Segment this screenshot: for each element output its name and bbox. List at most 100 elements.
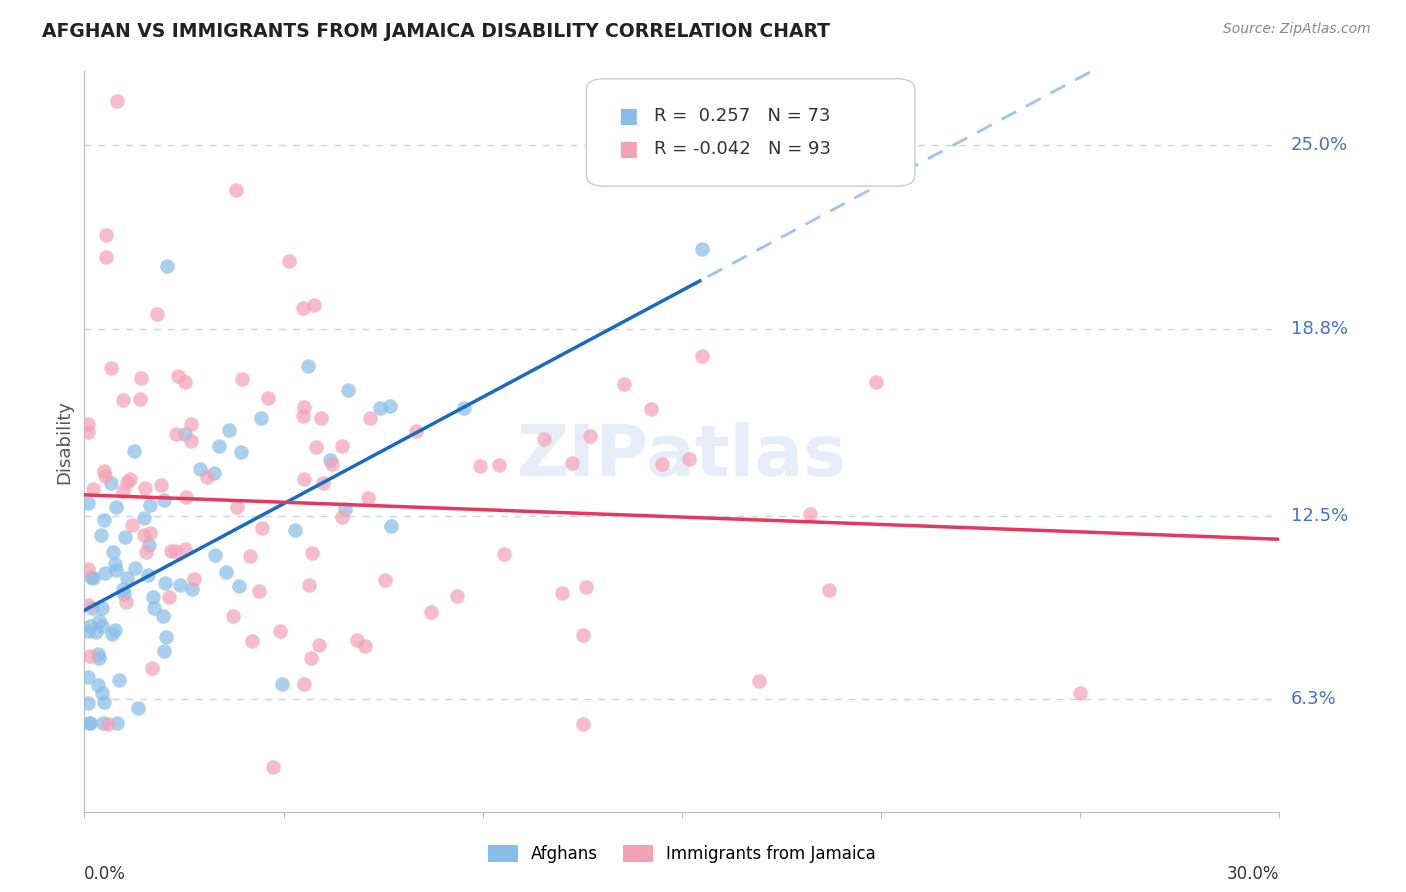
Point <box>308 639 330 653</box>
Point <box>105 564 128 578</box>
Point <box>149 478 172 492</box>
Point <box>93 695 115 709</box>
Point <box>188 462 211 476</box>
Point <box>122 444 145 458</box>
Point <box>89 650 111 665</box>
Point <box>105 715 128 730</box>
Point <box>104 623 127 637</box>
Point <box>105 94 128 108</box>
Point <box>77 697 100 711</box>
Point <box>94 228 117 243</box>
Point <box>169 578 191 592</box>
Point <box>77 496 100 510</box>
Point <box>309 411 332 425</box>
Text: 12.5%: 12.5% <box>1291 507 1348 524</box>
Point <box>77 624 100 638</box>
Point <box>302 298 325 312</box>
Point <box>157 591 180 605</box>
Point <box>380 399 402 413</box>
Point <box>277 254 299 268</box>
Point <box>269 624 291 638</box>
Point <box>575 580 598 594</box>
Point <box>173 541 195 556</box>
Point <box>571 627 593 641</box>
Point <box>195 470 218 484</box>
Point <box>208 439 231 453</box>
Point <box>299 651 322 665</box>
Point <box>180 417 202 432</box>
Point <box>446 589 468 603</box>
Point <box>100 476 122 491</box>
Point <box>84 624 107 639</box>
Point <box>533 432 555 446</box>
Point <box>134 481 156 495</box>
Text: 25.0%: 25.0% <box>1291 136 1348 154</box>
Point <box>222 608 245 623</box>
Text: 30.0%: 30.0% <box>1227 865 1279 883</box>
Point <box>132 527 155 541</box>
Point <box>91 619 114 633</box>
Point <box>173 376 195 390</box>
Point <box>77 562 100 576</box>
Point <box>202 466 225 480</box>
Point <box>301 546 323 560</box>
Point <box>142 590 165 604</box>
Point <box>135 544 157 558</box>
Point <box>561 456 583 470</box>
Point <box>124 560 146 574</box>
Point <box>330 440 353 454</box>
Point <box>692 349 714 363</box>
Point <box>134 511 156 525</box>
Point <box>291 409 314 423</box>
Point <box>121 518 143 533</box>
Point <box>94 566 117 580</box>
Point <box>136 567 159 582</box>
Point <box>405 424 427 438</box>
Point <box>337 384 360 398</box>
Point <box>82 482 104 496</box>
Point <box>262 760 284 774</box>
Point <box>111 484 134 499</box>
Point <box>115 475 138 489</box>
Point <box>153 493 176 508</box>
Point <box>231 372 253 386</box>
Point <box>613 377 636 392</box>
Point <box>181 582 204 596</box>
Point <box>292 677 315 691</box>
Point <box>572 716 595 731</box>
Text: 6.3%: 6.3% <box>1291 690 1336 708</box>
Point <box>354 639 377 653</box>
Point <box>1069 686 1091 700</box>
Text: ■: ■ <box>619 106 638 126</box>
Point <box>142 601 165 615</box>
Legend: Afghans, Immigrants from Jamaica: Afghans, Immigrants from Jamaica <box>481 838 883 870</box>
Point <box>156 260 179 274</box>
Point <box>89 614 111 628</box>
Point <box>298 578 321 592</box>
Point <box>346 633 368 648</box>
Point <box>159 544 181 558</box>
Point <box>77 417 100 431</box>
Point <box>215 565 238 579</box>
Point <box>91 600 114 615</box>
Point <box>228 579 250 593</box>
Point <box>690 242 713 256</box>
Point <box>257 392 280 406</box>
Point <box>865 375 887 389</box>
Point <box>204 548 226 562</box>
Point <box>229 445 252 459</box>
Point <box>183 572 205 586</box>
Point <box>333 501 356 516</box>
Point <box>103 557 125 571</box>
Point <box>79 715 101 730</box>
Point <box>180 434 202 448</box>
Point <box>468 459 491 474</box>
Point <box>357 491 380 505</box>
Point <box>678 452 700 467</box>
Point <box>152 608 174 623</box>
Point <box>79 648 101 663</box>
Point <box>242 634 264 648</box>
Point <box>270 677 292 691</box>
Point <box>165 544 187 558</box>
Point <box>359 411 381 425</box>
